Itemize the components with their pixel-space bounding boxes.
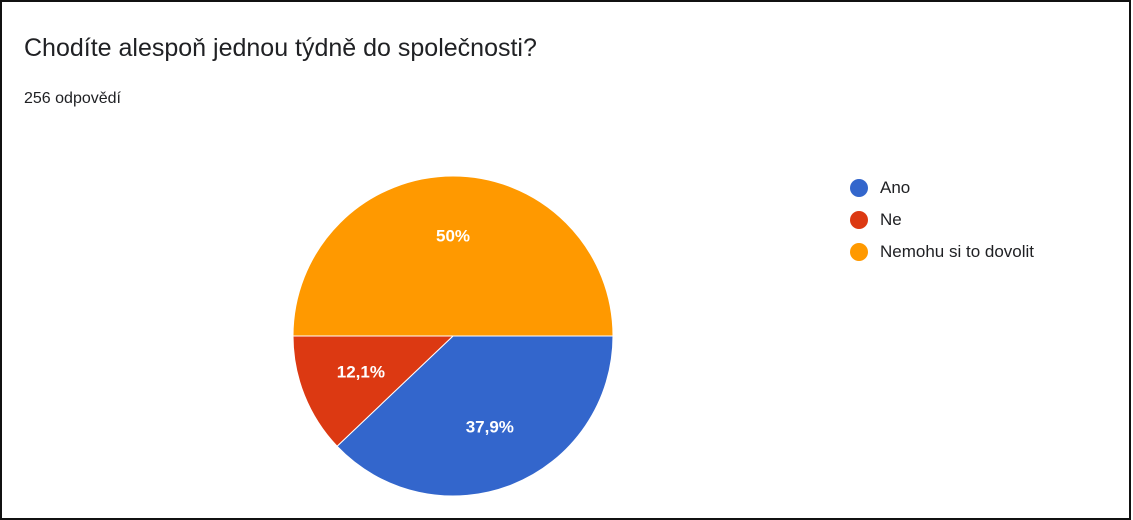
response-count: 256 odpovědí [24,90,121,107]
legend-label-nemohu: Nemohu si to dovolit [880,241,1035,261]
legend-swatch-ne [850,210,868,229]
legend-label-ano: Ano [880,177,911,197]
pie-slice-nemohu[interactable] [292,175,614,337]
pie-label-ano: 37,9% [466,418,514,437]
legend-label-ne: Ne [880,209,902,229]
pie-label-nemohu: 50% [436,226,470,245]
pie-slice-ne[interactable] [292,335,455,447]
chart-title: Chodíte alespoň jednou týdně do společno… [24,34,537,62]
legend-item-nemohu[interactable]: Nemohu si to dovolit [850,240,1034,263]
pie-slice-ano[interactable] [336,335,614,497]
legend-swatch-nemohu [850,242,868,261]
chart-legend: Ano Ne Nemohu si to dovolit [850,176,1034,272]
legend-swatch-ano [850,178,868,197]
pie-label-ne: 12,1% [337,362,385,381]
legend-item-ne[interactable]: Ne [850,208,1034,231]
legend-item-ano[interactable]: Ano [850,176,1034,199]
